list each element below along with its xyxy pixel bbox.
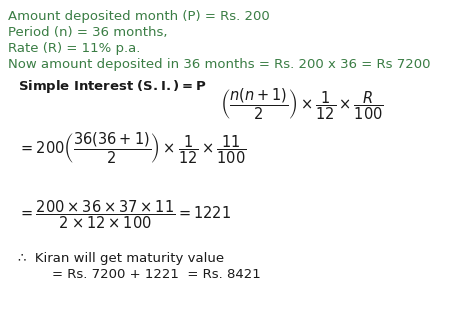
Text: $\left(\dfrac{n(n+1)}{2}\right)\times\dfrac{1}{12}\times\dfrac{R}{100}$: $\left(\dfrac{n(n+1)}{2}\right)\times\df… xyxy=(220,86,384,122)
Text: $\mathbf{Simple\ Interest\ (S.I.)=P}$: $\mathbf{Simple\ Interest\ (S.I.)=P}$ xyxy=(18,78,206,95)
Text: $=\dfrac{200\times36\times37\times11}{2\times12\times100}=1221$: $=\dfrac{200\times36\times37\times11}{2\… xyxy=(18,198,231,231)
Text: Now amount deposited in 36 months = Rs. 200 x 36 = Rs 7200: Now amount deposited in 36 months = Rs. … xyxy=(8,58,430,71)
Text: $=200\left(\dfrac{36(36+1)}{2}\right)\times\dfrac{1}{12}\times\dfrac{11}{100}$: $=200\left(\dfrac{36(36+1)}{2}\right)\ti… xyxy=(18,130,246,166)
Text: = Rs. 7200 + 1221  = Rs. 8421: = Rs. 7200 + 1221 = Rs. 8421 xyxy=(52,268,261,281)
Text: Rate (R) = 11% p.a.: Rate (R) = 11% p.a. xyxy=(8,42,140,55)
Text: Amount deposited month (P) = Rs. 200: Amount deposited month (P) = Rs. 200 xyxy=(8,10,270,23)
Text: Period (n) = 36 months,: Period (n) = 36 months, xyxy=(8,26,168,39)
Text: ∴  Kiran will get maturity value: ∴ Kiran will get maturity value xyxy=(18,252,224,265)
